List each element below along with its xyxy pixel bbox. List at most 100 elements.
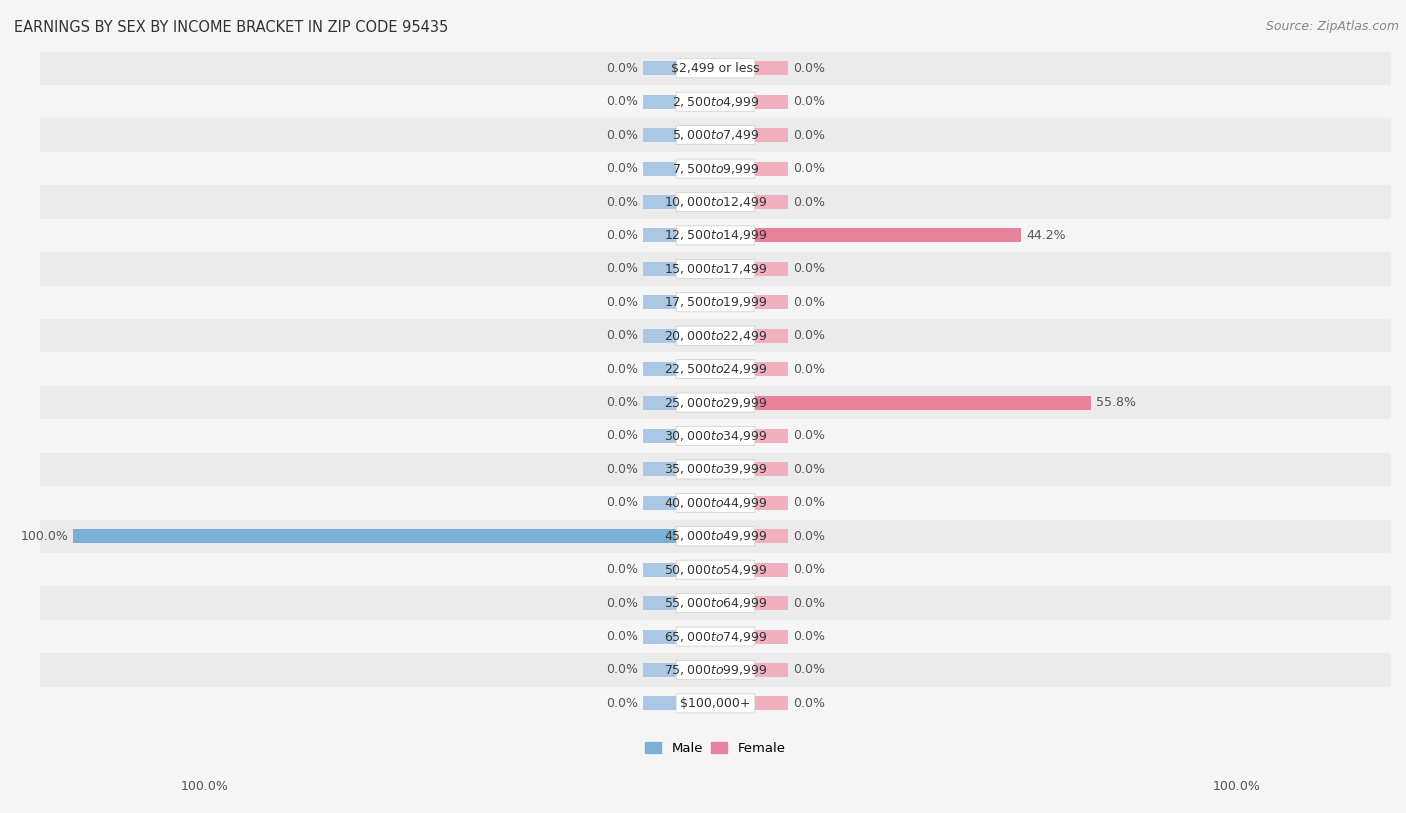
Text: EARNINGS BY SEX BY INCOME BRACKET IN ZIP CODE 95435: EARNINGS BY SEX BY INCOME BRACKET IN ZIP… — [14, 20, 449, 35]
Bar — [643, 697, 676, 711]
Text: $65,000 to $74,999: $65,000 to $74,999 — [664, 629, 768, 644]
Bar — [643, 663, 676, 677]
Bar — [643, 195, 676, 209]
Text: $100,000+: $100,000+ — [681, 697, 751, 710]
Bar — [755, 629, 787, 644]
Text: Source: ZipAtlas.com: Source: ZipAtlas.com — [1265, 20, 1399, 33]
Bar — [643, 496, 676, 510]
Bar — [755, 563, 787, 576]
Text: $20,000 to $22,499: $20,000 to $22,499 — [664, 328, 768, 343]
Text: $5,000 to $7,499: $5,000 to $7,499 — [672, 128, 759, 142]
FancyBboxPatch shape — [676, 693, 755, 713]
Bar — [755, 328, 787, 343]
Text: $75,000 to $99,999: $75,000 to $99,999 — [664, 663, 768, 677]
Bar — [39, 453, 1391, 486]
Text: 0.0%: 0.0% — [793, 463, 825, 476]
Bar — [39, 219, 1391, 252]
Text: 0.0%: 0.0% — [606, 497, 638, 510]
Bar — [755, 61, 787, 76]
FancyBboxPatch shape — [676, 126, 755, 145]
Text: 0.0%: 0.0% — [606, 663, 638, 676]
Text: 0.0%: 0.0% — [606, 195, 638, 208]
Text: $50,000 to $54,999: $50,000 to $54,999 — [664, 563, 768, 576]
Text: 0.0%: 0.0% — [793, 597, 825, 610]
Bar — [39, 51, 1391, 85]
Bar — [643, 563, 676, 576]
Text: 100.0%: 100.0% — [1212, 780, 1261, 793]
Text: 0.0%: 0.0% — [793, 263, 825, 276]
FancyBboxPatch shape — [676, 226, 755, 245]
FancyBboxPatch shape — [676, 326, 755, 346]
Bar — [755, 529, 787, 543]
Bar — [39, 553, 1391, 586]
Bar — [39, 420, 1391, 453]
Text: 0.0%: 0.0% — [793, 162, 825, 175]
Bar — [643, 162, 676, 176]
FancyBboxPatch shape — [676, 393, 755, 412]
Text: $2,500 to $4,999: $2,500 to $4,999 — [672, 95, 759, 109]
Bar — [643, 128, 676, 142]
Bar — [643, 362, 676, 376]
Bar — [755, 396, 1091, 410]
Bar — [755, 496, 787, 510]
Bar — [643, 94, 676, 109]
FancyBboxPatch shape — [676, 293, 755, 312]
FancyBboxPatch shape — [676, 660, 755, 680]
Text: 0.0%: 0.0% — [606, 429, 638, 442]
Text: 100.0%: 100.0% — [21, 530, 69, 543]
Text: $55,000 to $64,999: $55,000 to $64,999 — [664, 596, 768, 610]
Text: 0.0%: 0.0% — [793, 363, 825, 376]
Bar — [755, 429, 787, 443]
Text: $10,000 to $12,499: $10,000 to $12,499 — [664, 195, 768, 209]
Text: $30,000 to $34,999: $30,000 to $34,999 — [664, 429, 768, 443]
Bar — [643, 629, 676, 644]
Bar — [39, 319, 1391, 352]
FancyBboxPatch shape — [676, 259, 755, 278]
Bar — [643, 328, 676, 343]
Text: 100.0%: 100.0% — [180, 780, 229, 793]
Text: 0.0%: 0.0% — [606, 463, 638, 476]
Text: $15,000 to $17,499: $15,000 to $17,499 — [664, 262, 768, 276]
Text: 0.0%: 0.0% — [793, 95, 825, 108]
Text: 0.0%: 0.0% — [793, 62, 825, 75]
Text: 55.8%: 55.8% — [1097, 396, 1136, 409]
FancyBboxPatch shape — [676, 527, 755, 546]
Bar — [39, 85, 1391, 119]
Bar — [755, 94, 787, 109]
Text: 0.0%: 0.0% — [793, 128, 825, 141]
Bar — [755, 128, 787, 142]
Text: 0.0%: 0.0% — [606, 62, 638, 75]
Text: 0.0%: 0.0% — [606, 597, 638, 610]
Text: 0.0%: 0.0% — [793, 497, 825, 510]
Legend: Male, Female: Male, Female — [640, 737, 792, 760]
Text: $22,500 to $24,999: $22,500 to $24,999 — [664, 362, 768, 376]
Text: 0.0%: 0.0% — [606, 162, 638, 175]
FancyBboxPatch shape — [676, 159, 755, 178]
Text: 0.0%: 0.0% — [793, 195, 825, 208]
Bar — [755, 663, 787, 677]
Bar — [39, 152, 1391, 185]
FancyBboxPatch shape — [676, 493, 755, 512]
Bar — [755, 195, 787, 209]
Text: $40,000 to $44,999: $40,000 to $44,999 — [664, 496, 768, 510]
Text: 0.0%: 0.0% — [793, 329, 825, 342]
Bar — [39, 620, 1391, 654]
Bar — [39, 520, 1391, 553]
Bar — [39, 486, 1391, 520]
Text: $12,500 to $14,999: $12,500 to $14,999 — [664, 228, 768, 242]
Bar — [755, 262, 787, 276]
Text: 0.0%: 0.0% — [793, 663, 825, 676]
Text: 0.0%: 0.0% — [606, 630, 638, 643]
Text: $17,500 to $19,999: $17,500 to $19,999 — [664, 295, 768, 309]
Text: 0.0%: 0.0% — [793, 296, 825, 309]
Bar — [39, 687, 1391, 720]
Text: 44.2%: 44.2% — [1026, 229, 1066, 242]
Text: $7,500 to $9,999: $7,500 to $9,999 — [672, 162, 759, 176]
Text: $25,000 to $29,999: $25,000 to $29,999 — [664, 396, 768, 410]
FancyBboxPatch shape — [676, 359, 755, 379]
Bar — [39, 352, 1391, 386]
Text: $45,000 to $49,999: $45,000 to $49,999 — [664, 529, 768, 543]
Bar — [755, 697, 787, 711]
Bar — [643, 596, 676, 610]
Bar — [39, 252, 1391, 285]
